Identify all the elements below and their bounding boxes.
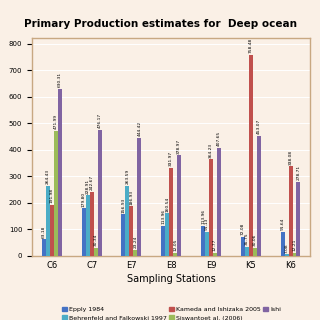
Bar: [90, 192, 94, 256]
Text: 72.08: 72.08: [241, 223, 245, 235]
Bar: [245, 246, 249, 256]
Text: 186.93: 186.93: [129, 190, 133, 205]
Bar: [86, 195, 90, 256]
Bar: [253, 248, 257, 256]
Text: 278.71: 278.71: [296, 165, 300, 180]
Bar: [42, 239, 46, 256]
Bar: [213, 252, 217, 256]
Bar: [58, 89, 62, 256]
Text: 179.80: 179.80: [82, 192, 86, 207]
Bar: [177, 156, 181, 256]
Bar: [296, 182, 300, 256]
Bar: [217, 148, 221, 256]
Text: 191.98: 191.98: [50, 188, 54, 204]
Bar: [173, 253, 177, 256]
Bar: [284, 254, 289, 256]
Text: 242.67: 242.67: [90, 175, 94, 190]
Bar: [257, 136, 261, 256]
Text: 444.42: 444.42: [137, 121, 141, 136]
Bar: [54, 131, 58, 256]
Text: 338.08: 338.08: [289, 149, 292, 165]
Bar: [82, 208, 86, 256]
Bar: [289, 166, 292, 256]
Bar: [205, 232, 209, 256]
Text: 156.93: 156.93: [122, 197, 125, 213]
Bar: [161, 226, 165, 256]
Text: 476.17: 476.17: [98, 113, 102, 128]
Text: 91.64: 91.64: [281, 218, 284, 230]
Bar: [98, 130, 102, 256]
Bar: [292, 253, 296, 256]
Bar: [133, 250, 137, 256]
Text: 160.54: 160.54: [165, 196, 169, 212]
Text: 364.23: 364.23: [209, 143, 213, 158]
Text: 264.43: 264.43: [46, 169, 50, 184]
Bar: [122, 214, 125, 256]
Text: 12.21: 12.21: [292, 239, 297, 251]
Text: 113.96: 113.96: [201, 209, 205, 224]
Text: 263.59: 263.59: [125, 169, 130, 184]
Bar: [137, 138, 141, 256]
Legend: Epply 1984, Behrenfeld and Falkowski 1997, Kameda and Ishizaka 2005, Siswantoet : Epply 1984, Behrenfeld and Falkowski 199…: [62, 307, 281, 320]
Bar: [50, 205, 54, 256]
Text: 91.13: 91.13: [205, 218, 209, 230]
Bar: [169, 168, 173, 256]
Text: 12.05: 12.05: [173, 239, 177, 251]
Bar: [281, 232, 284, 256]
Text: 630.31: 630.31: [58, 72, 62, 87]
Bar: [94, 248, 98, 256]
Bar: [241, 237, 245, 256]
Text: Primary Production estimates for  Deep ocean: Primary Production estimates for Deep oc…: [23, 19, 297, 29]
Bar: [165, 213, 169, 256]
X-axis label: Sampling Stations: Sampling Stations: [127, 274, 216, 284]
Text: 30.06: 30.06: [253, 234, 257, 246]
Text: 7.08: 7.08: [284, 243, 289, 252]
Bar: [209, 159, 213, 256]
Bar: [201, 226, 205, 256]
Bar: [125, 186, 129, 256]
Text: 23.24: 23.24: [133, 236, 137, 248]
Text: 453.07: 453.07: [257, 119, 261, 134]
Bar: [129, 206, 133, 256]
Text: 407.65: 407.65: [217, 131, 221, 146]
Text: 30.34: 30.34: [94, 234, 98, 246]
Text: 35.75: 35.75: [245, 232, 249, 245]
Text: 471.99: 471.99: [54, 114, 58, 129]
Text: 228.91: 228.91: [86, 179, 90, 194]
Text: 331.97: 331.97: [169, 151, 173, 166]
Text: 12.77: 12.77: [213, 239, 217, 251]
Text: 63.18: 63.18: [42, 225, 46, 238]
Text: 378.97: 378.97: [177, 139, 181, 154]
Bar: [46, 186, 50, 256]
Bar: [249, 55, 253, 256]
Text: 113.96: 113.96: [161, 209, 165, 224]
Text: 758.48: 758.48: [249, 38, 253, 53]
